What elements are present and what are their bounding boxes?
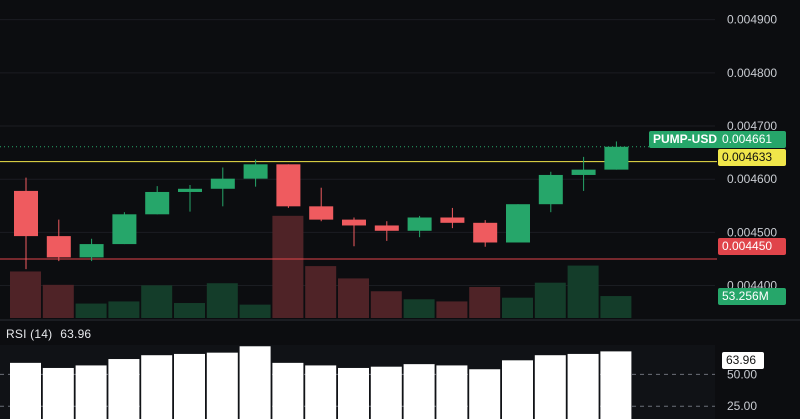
rsi-tick-label: 50.00 [727,367,757,381]
rsi-bar [469,369,501,419]
rsi-name: RSI (14) [6,327,53,341]
volume-bar [141,285,173,318]
volume-bar [338,278,369,318]
volume-bar [403,299,435,318]
volume-bar [174,303,205,318]
rsi-value-tag: 63.96 [722,352,764,369]
yellow-line-price-tag: 0.004633 [718,149,786,166]
rsi-bar [600,351,632,419]
rsi-bar [403,364,435,419]
rsi-bar [436,365,468,419]
candle-body [571,169,596,175]
volume-bar [239,304,271,318]
rsi-bar [42,367,74,419]
candle-body [243,164,268,179]
last-price-value: 0.004661 [722,132,773,146]
volume-bar [469,286,501,318]
candle-body [309,206,334,220]
red-line-price-tag: 0.004450 [718,238,786,255]
candle-body [374,225,399,231]
rsi-bar [141,355,173,419]
candle-body [473,222,498,243]
rsi-bar [108,359,140,419]
price-tick-label: 0.004900 [727,13,777,27]
candle-body [145,191,170,215]
candle-body [276,164,301,207]
candle-body [112,214,137,245]
volume-bar [108,301,140,318]
volume-bar [567,265,599,318]
volume-bar [600,296,632,318]
rsi-tick-label: 25.00 [727,399,757,413]
volume-bar [502,297,533,318]
candle-body [79,244,104,258]
candle-body [440,217,465,223]
rsi-bar [206,352,238,419]
rsi-bar [338,367,369,419]
rsi-bar [75,365,107,419]
rsi-bar [534,355,566,419]
candle-body [506,204,530,243]
rsi-bar [174,353,205,419]
rsi-bar [502,360,533,419]
red-line-value: 0.004450 [722,239,773,253]
rsi-tag-value: 63.96 [726,353,757,367]
volume-bar [272,215,304,318]
volume-bar [436,301,468,318]
last-price-tag: 0.004661 [718,131,786,148]
volume-bar [305,266,337,318]
volume-bar [42,284,74,318]
candle-body [46,236,71,258]
rsi-bar [567,353,599,419]
volume-bar [370,291,402,318]
candle-body [407,217,432,231]
volume-value: 53.256M [722,289,769,303]
price-tick-label: 0.004700 [727,119,777,133]
rsi-bar [239,346,271,419]
price-tick-label: 0.004500 [727,225,777,239]
rsi-bar [272,362,304,419]
rsi-bar [370,366,402,419]
volume-bar [206,283,238,318]
candle-body [14,190,38,237]
rsi-bar [10,362,41,419]
volume-bar [75,303,107,318]
rsi-legend-value: 63.96 [60,327,92,341]
rsi-legend: RSI (14) 63.96 [6,327,99,341]
candle-body [178,188,202,192]
candle-body [538,174,563,205]
symbol-name: PUMP-USD [653,132,718,146]
volume-tag: 53.256M [718,288,786,305]
candle-body [604,146,629,170]
price-tick-label: 0.004800 [727,66,777,80]
candle-body [342,219,366,226]
price-tick-label: 0.004600 [727,172,777,186]
symbol-price-tag: PUMP-USD [649,131,722,148]
volume-bar [534,282,566,318]
candle-body [210,178,235,189]
rsi-bar [305,365,337,419]
yellow-line-value: 0.004633 [722,150,773,164]
volume-bar [10,271,41,318]
